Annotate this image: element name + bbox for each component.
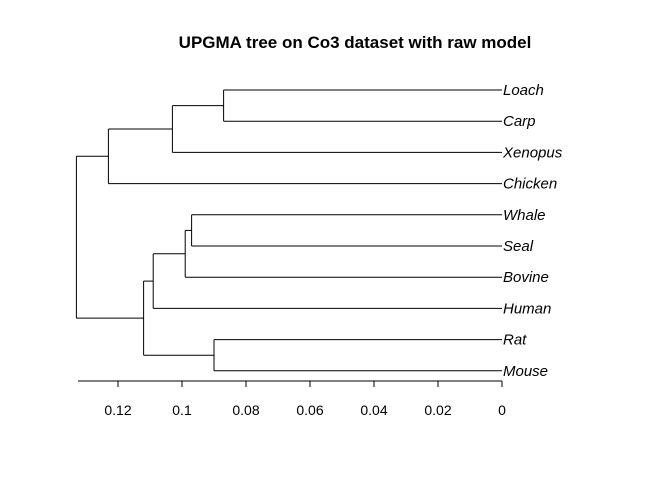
tip-label-loach: Loach [503, 82, 544, 99]
x-tick-label-0: 0.12 [104, 402, 131, 418]
chart-title: UPGMA tree on Co3 dataset with raw model [179, 33, 532, 52]
tip-label-chicken: Chicken [503, 176, 557, 193]
tree-branches [75, 89, 502, 372]
x-tick-label-2: 0.08 [232, 402, 259, 418]
x-axis-ticks: 0.12 0.1 0.08 0.06 0.04 0.02 0 [104, 381, 506, 418]
tip-label-bovine: Bovine [503, 269, 549, 286]
tip-label-xenopus: Xenopus [502, 144, 563, 161]
x-tick-label-6: 0 [498, 402, 506, 418]
x-tick-label-4: 0.04 [360, 402, 387, 418]
tip-label-rat: Rat [503, 332, 527, 349]
x-tick-label-1: 0.1 [172, 402, 192, 418]
tip-label-carp: Carp [503, 113, 536, 130]
x-tick-label-5: 0.02 [424, 402, 451, 418]
x-tick-label-3: 0.06 [296, 402, 323, 418]
x-axis: 0.12 0.1 0.08 0.06 0.04 0.02 0 [78, 380, 506, 418]
tip-label-whale: Whale [503, 207, 546, 224]
tip-label-mouse: Mouse [503, 363, 548, 380]
tip-label-human: Human [503, 300, 551, 317]
tip-label-seal: Seal [503, 238, 534, 255]
tip-labels: Loach Carp Xenopus Chicken Whale Seal Bovine Hu… [502, 82, 563, 380]
